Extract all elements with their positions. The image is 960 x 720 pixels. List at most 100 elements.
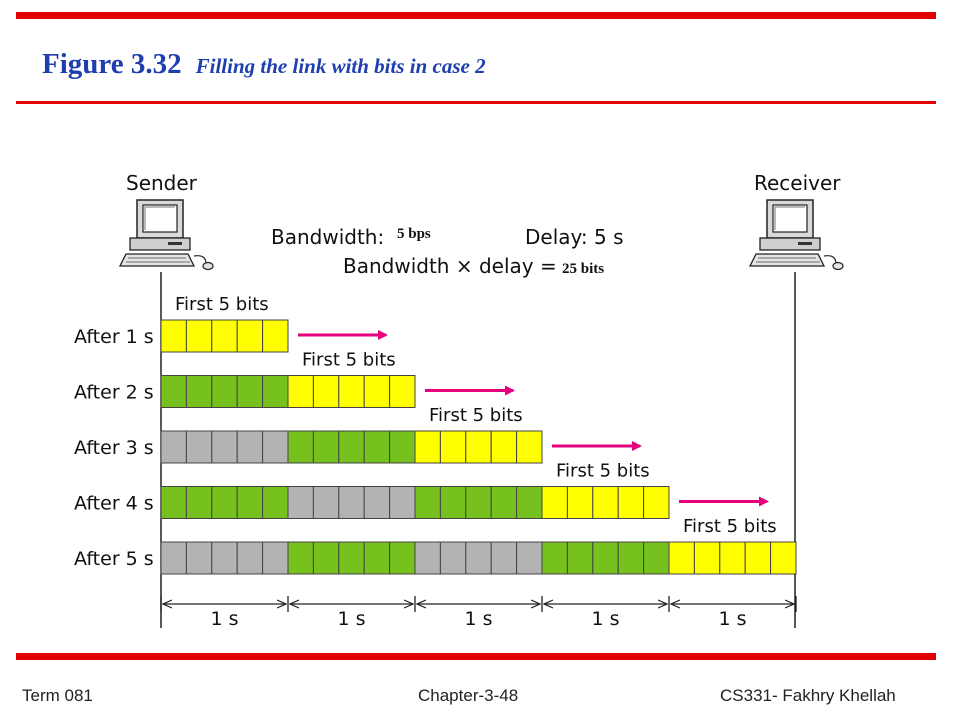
bit-cell [160, 430, 187, 464]
bit-cell [211, 319, 238, 353]
bit-cell [566, 486, 594, 519]
bit-cell [516, 486, 543, 519]
bit-cell [338, 430, 365, 464]
bit-cell [592, 541, 619, 575]
first-bits-label: First 5 bits [556, 461, 650, 482]
bandwidth-delay-label: Bandwidth × delay = [343, 254, 557, 278]
bit-cell [465, 486, 492, 519]
bit-cell [363, 430, 391, 464]
bit-cell [439, 486, 467, 519]
bit-cell [236, 486, 264, 519]
bit-cell [490, 430, 518, 464]
bit-cell [185, 486, 213, 519]
bit-cell [744, 541, 772, 575]
bit-cell [160, 319, 187, 353]
slide-title: Figure 3.32 Filling the link with bits in… [42, 48, 486, 81]
row-label: After 3 s [74, 437, 154, 459]
bit-cell [262, 541, 289, 575]
bit-cell [338, 375, 365, 408]
bit-cell [516, 541, 543, 575]
rows-layer: After 1 s First 5 bits After 2 s First 5 bi… [74, 294, 797, 575]
bit-cell [541, 541, 568, 575]
bit-cell [389, 430, 416, 464]
bit-cell [287, 541, 314, 575]
bit-cell [693, 541, 721, 575]
bit-cell [643, 541, 670, 575]
bit-cell [465, 541, 492, 575]
figure-number: Figure 3.32 [42, 48, 182, 80]
title-underline [16, 101, 936, 104]
footer-rule [16, 653, 936, 660]
footer-author: CS331- Fakhry Khellah [720, 686, 896, 705]
bit-cell [719, 541, 746, 575]
bit-cell [262, 430, 289, 464]
bit-cell [211, 486, 238, 519]
bit-cell [287, 375, 314, 408]
bit-cell [414, 486, 441, 519]
bit-cell [338, 541, 365, 575]
bit-cell [389, 541, 416, 575]
figure-caption: Filling the link with bits in case 2 [195, 54, 486, 78]
bit-cell [160, 486, 187, 519]
timeline-label: 1 s [464, 608, 492, 630]
bit-cell [312, 541, 340, 575]
timeline-label: 1 s [337, 608, 365, 630]
bit-cell [490, 541, 518, 575]
bit-cell [363, 541, 391, 575]
timeline: 1 s 1 s 1 s 1 s 1 s [160, 596, 797, 630]
bit-cell [389, 486, 416, 519]
bit-cell [160, 541, 187, 575]
bit-cell [465, 430, 492, 464]
footer-term: Term 081 [22, 686, 93, 705]
receiver-computer-icon [748, 199, 844, 271]
bit-cell [439, 541, 467, 575]
footer-chapter: Chapter-3-48 [418, 686, 519, 705]
bit-cell [262, 486, 289, 519]
timeline-label: 1 s [718, 608, 746, 630]
bit-cell [262, 319, 289, 353]
first-bits-label: First 5 bits [175, 294, 269, 315]
top-rule [16, 12, 936, 19]
bit-cell [185, 319, 213, 353]
bit-cell [363, 486, 391, 519]
bit-cell [236, 430, 264, 464]
row-label: After 5 s [74, 548, 154, 570]
receiver-label: Receiver [754, 171, 841, 195]
bandwidth-delay-value: 25 bits [562, 261, 604, 277]
bit-cell [516, 430, 543, 464]
bit-cell [211, 375, 238, 408]
bit-cell [312, 430, 340, 464]
first-bits-label: First 5 bits [302, 350, 396, 371]
bit-cell [439, 430, 467, 464]
bandwidth-value: 5 bps [397, 226, 431, 242]
bit-cell [490, 486, 518, 519]
bit-cell [312, 486, 340, 519]
row-label: After 4 s [74, 493, 154, 515]
row-label: After 1 s [74, 326, 154, 348]
first-bits-label: First 5 bits [429, 405, 523, 426]
bit-cell [185, 430, 213, 464]
bit-cell [338, 486, 365, 519]
bit-cell [389, 375, 416, 408]
bit-cell [211, 430, 238, 464]
bit-cell [643, 486, 670, 519]
bit-cell [236, 319, 264, 353]
bit-cell [211, 541, 238, 575]
bandwidth-label: Bandwidth: [271, 225, 384, 249]
bit-cell [566, 541, 594, 575]
bit-cell [668, 541, 695, 575]
bit-cell [262, 375, 289, 408]
bit-cell [541, 486, 568, 519]
row-label: After 2 s [74, 382, 154, 404]
bit-cell [363, 375, 391, 408]
bit-cell [414, 430, 441, 464]
bit-cell [414, 541, 441, 575]
bit-cell [236, 541, 264, 575]
bit-cell [617, 541, 645, 575]
delay-label: Delay: 5 s [525, 225, 624, 249]
bit-cell [185, 541, 213, 575]
bit-cell [287, 430, 314, 464]
sender-computer-icon [118, 199, 214, 271]
bit-cell [160, 375, 187, 408]
